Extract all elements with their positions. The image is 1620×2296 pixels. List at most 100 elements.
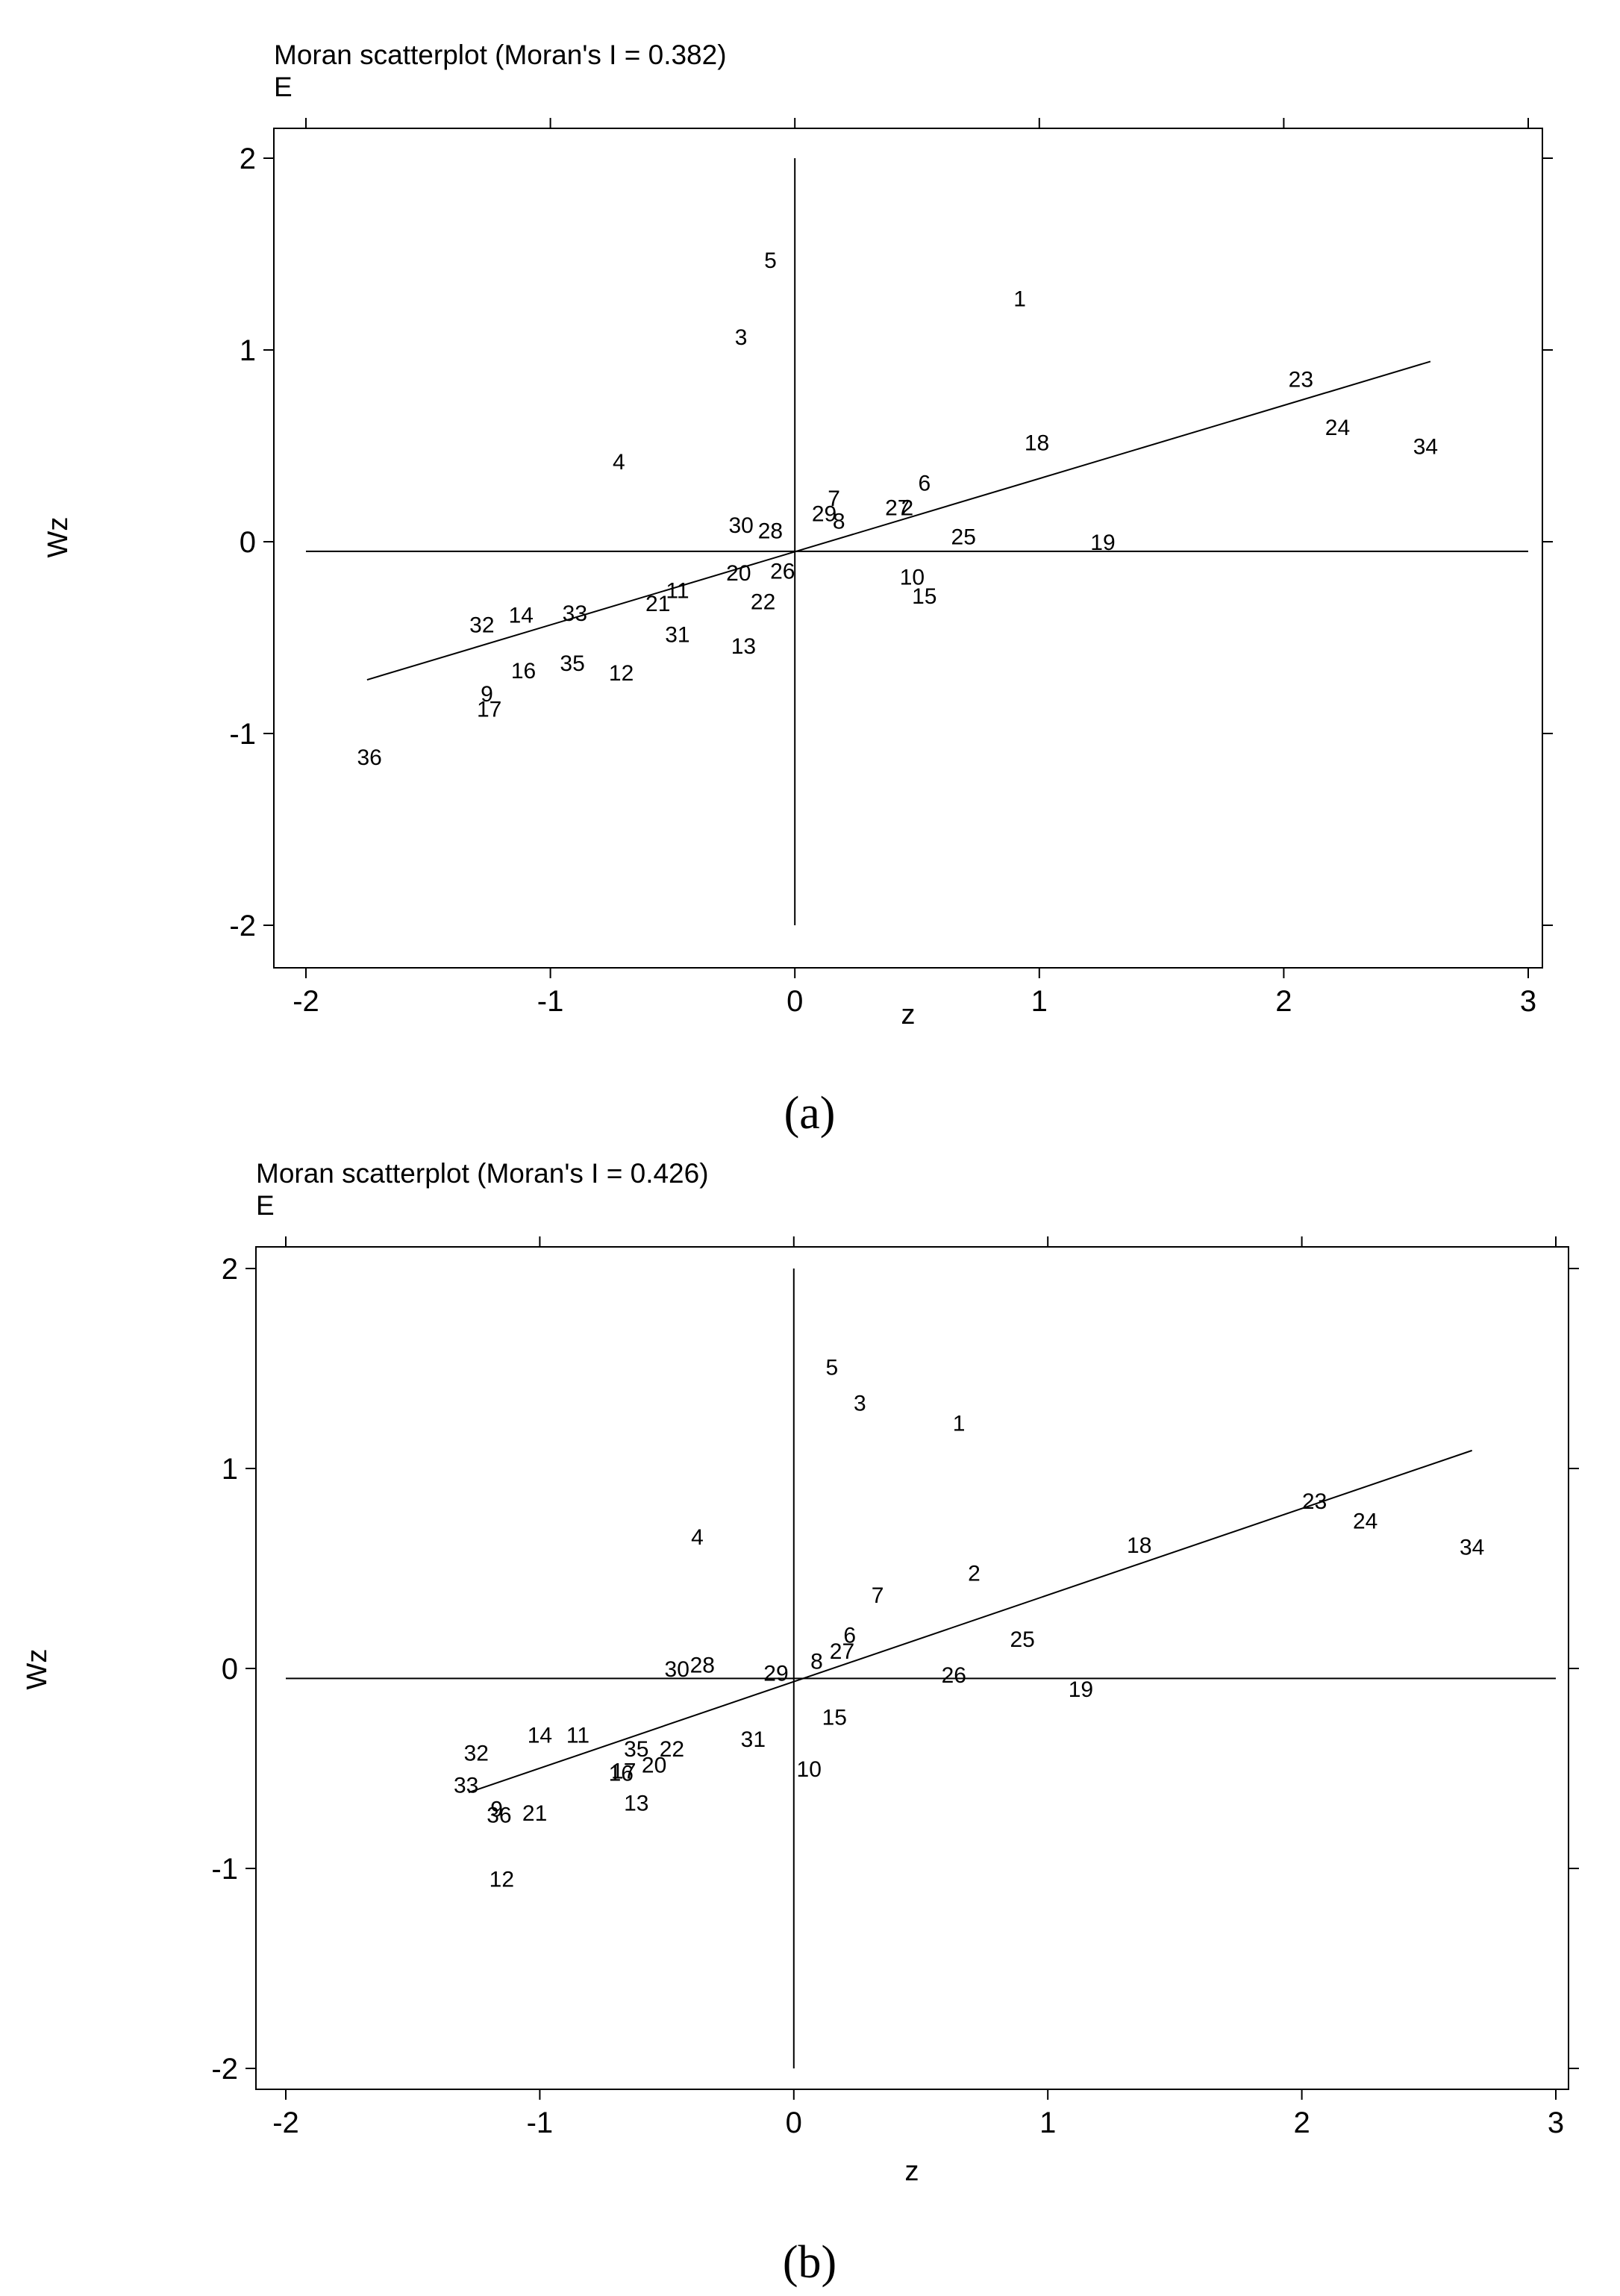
plot-frame [273,128,1543,969]
chart-subtitle: E [256,1190,275,1221]
point-label-25: 25 [1010,1627,1034,1652]
point-label-3: 3 [735,325,748,350]
point-label-7: 7 [872,1583,884,1608]
x-tick-label: 3 [1548,2106,1564,2139]
point-label-35: 35 [560,651,584,676]
point-label-21: 21 [522,1801,547,1826]
caption-b: (b) [783,2237,836,2288]
point-label-26: 26 [942,1663,966,1688]
point-label-13: 13 [731,634,756,659]
x-tick-label: -1 [527,2106,554,2139]
point-label-19: 19 [1090,531,1115,555]
point-label-8: 8 [833,510,845,534]
point-label-20: 20 [642,1754,666,1778]
x-tick-label: -2 [293,985,319,1018]
point-label-17: 17 [477,698,501,722]
point-label-5: 5 [826,1355,839,1380]
point-label-12: 12 [490,1867,514,1892]
point-label-14: 14 [528,1723,552,1748]
point-label-24: 24 [1353,1510,1377,1534]
regression-line [468,1449,1472,1794]
caption-a: (a) [784,1088,836,1139]
point-label-27: 27 [830,1639,854,1664]
point-label-36: 36 [357,745,381,770]
point-label-29: 29 [763,1661,788,1686]
x-tick-label: 0 [786,985,803,1018]
axis-ticks [245,1236,1579,2100]
y-tick-label: 0 [222,1653,238,1686]
point-label-34: 34 [1460,1536,1484,1560]
point-label-18: 18 [1127,1533,1151,1558]
point-label-10: 10 [900,565,925,589]
x-tick-label: 0 [786,2106,802,2139]
point-label-5: 5 [764,248,777,273]
point-label-12: 12 [609,661,634,686]
point-label-30: 30 [665,1657,689,1682]
point-label-6: 6 [918,471,931,495]
point-label-18: 18 [1025,431,1049,455]
point-label-9: 9 [490,1798,503,1822]
point-label-2: 2 [968,1561,981,1586]
y-tick-label: 2 [240,143,256,175]
point-label-13: 13 [624,1792,648,1816]
point-label-16: 16 [511,659,536,684]
point-label-31: 31 [741,1727,766,1752]
x-tick-label: 2 [1293,2106,1310,2139]
point-label-1: 1 [1013,287,1026,312]
point-label-33: 33 [563,601,587,626]
chart-title: Moran scatterplot (Moran's I = 0.426) [256,1158,709,1189]
y-tick-label: -1 [211,1853,238,1886]
y-axis-label: Wz [43,517,74,558]
point-label-30: 30 [728,513,753,538]
point-label-16: 16 [609,1761,634,1786]
axis-ticks [263,118,1553,978]
point-label-15: 15 [822,1705,847,1730]
point-label-29: 29 [812,501,836,526]
y-tick-label: 0 [240,526,256,559]
point-label-36: 36 [487,1804,511,1828]
x-axis-label: z [905,2156,919,2187]
point-label-31: 31 [665,622,689,647]
x-tick-label: -2 [272,2106,299,2139]
y-tick-labels: -2 -1 0 1 2 [229,143,256,942]
point-label-4: 4 [691,1525,704,1550]
point-label-8: 8 [810,1649,823,1674]
point-label-1: 1 [953,1411,966,1436]
reference-lines [306,158,1528,925]
point-label-6: 6 [843,1623,856,1648]
chart-title: Moran scatterplot (Moran's I = 0.382) [274,40,727,70]
point-label-23: 23 [1302,1489,1327,1514]
point-label-24: 24 [1325,416,1350,440]
point-label-28: 28 [758,519,783,544]
y-tick-label: 1 [222,1453,238,1486]
fit-line [366,360,1431,681]
y-tick-labels: -2 -1 0 1 2 [211,1253,238,2086]
point-label-32: 32 [464,1742,489,1766]
x-axis-label: z [901,999,916,1030]
point-label-21: 21 [645,592,670,616]
x-tick-label: 1 [1039,2106,1056,2139]
y-axis-label: Wz [22,1649,53,1690]
point-label-9: 9 [481,682,493,707]
x-tick-labels: -2 -1 0 1 2 3 [272,2106,1564,2139]
point-label-14: 14 [509,604,534,628]
point-label-7: 7 [828,487,840,511]
x-tick-label: -1 [537,985,564,1018]
fit-line [468,1449,1472,1794]
point-label-22: 22 [751,590,775,615]
point-label-23: 23 [1289,368,1313,392]
point-label-20: 20 [726,561,751,586]
point-label-15: 15 [912,584,936,609]
point-label-28: 28 [690,1654,715,1678]
y-tick-label: -1 [229,718,256,751]
x-tick-labels: -2 -1 0 1 2 3 [293,985,1536,1018]
point-label-33: 33 [454,1773,478,1798]
point-label-4: 4 [613,450,625,475]
y-tick-label: 1 [240,334,256,367]
y-tick-label: -2 [229,910,256,942]
point-label-27: 27 [885,496,910,521]
point-label-35: 35 [624,1737,648,1762]
point-label-10: 10 [797,1757,822,1782]
